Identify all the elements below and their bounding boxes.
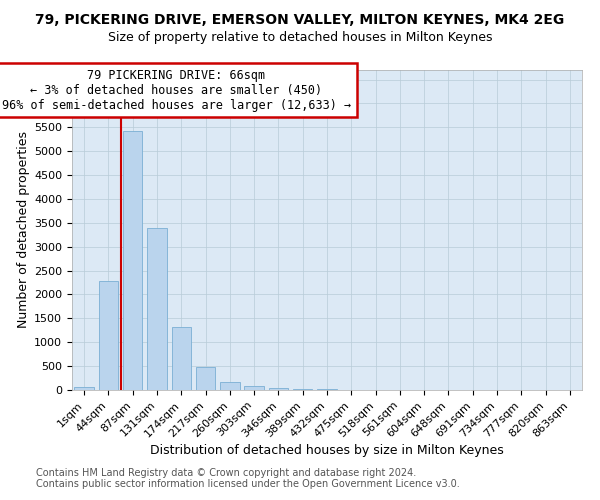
Bar [269, 388, 288, 390]
Y-axis label: Number of detached properties: Number of detached properties [17, 132, 30, 328]
Bar [99, 281, 118, 390]
Text: Contains public sector information licensed under the Open Government Licence v3: Contains public sector information licen… [36, 479, 460, 489]
Text: Size of property relative to detached houses in Milton Keynes: Size of property relative to detached ho… [108, 31, 492, 44]
Text: 79, PICKERING DRIVE, EMERSON VALLEY, MILTON KEYNES, MK4 2EG: 79, PICKERING DRIVE, EMERSON VALLEY, MIL… [35, 12, 565, 26]
Text: 79 PICKERING DRIVE: 66sqm
← 3% of detached houses are smaller (450)
96% of semi-: 79 PICKERING DRIVE: 66sqm ← 3% of detach… [2, 68, 351, 112]
Bar [172, 328, 191, 390]
Bar [196, 367, 215, 390]
Bar [147, 228, 167, 390]
Bar [74, 387, 94, 390]
Bar [220, 382, 239, 390]
Bar [293, 388, 313, 390]
X-axis label: Distribution of detached houses by size in Milton Keynes: Distribution of detached houses by size … [150, 444, 504, 458]
Bar [244, 386, 264, 390]
Text: Contains HM Land Registry data © Crown copyright and database right 2024.: Contains HM Land Registry data © Crown c… [36, 468, 416, 477]
Bar [123, 131, 142, 390]
